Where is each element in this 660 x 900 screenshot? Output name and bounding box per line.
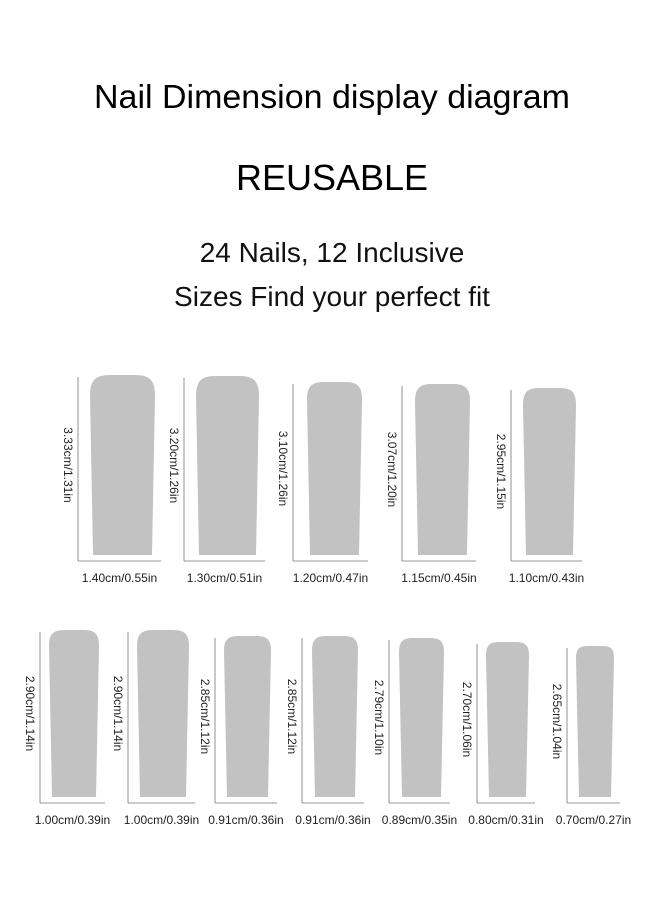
nail-shape — [137, 630, 189, 797]
length-label: 3.07cm/1.20in — [385, 432, 399, 507]
nail-shape — [90, 375, 155, 555]
description-line: 24 Nails, 12 Inclusive — [200, 237, 465, 268]
nail-shape — [399, 638, 444, 797]
width-label: 0.80cm/0.31in — [468, 813, 543, 827]
nail-shape — [196, 376, 259, 555]
width-label: 0.89cm/0.35in — [382, 813, 457, 827]
width-label: 1.00cm/0.39in — [124, 813, 199, 827]
nail-shape — [312, 636, 358, 797]
length-label: 2.90cm/1.14in — [23, 676, 37, 751]
length-label: 2.65cm/1.04in — [550, 684, 564, 759]
nail-shape — [486, 642, 529, 797]
nail-shape — [576, 646, 614, 797]
width-label: 1.00cm/0.39in — [35, 813, 110, 827]
title: Nail Dimension display diagram — [94, 78, 570, 115]
width-label: 0.91cm/0.36in — [208, 813, 283, 827]
nail-shape — [523, 388, 576, 555]
width-label: 1.30cm/0.51in — [187, 571, 262, 585]
length-label: 3.20cm/1.26in — [167, 428, 181, 503]
subtitle: REUSABLE — [236, 157, 428, 198]
length-label: 2.85cm/1.12in — [198, 679, 212, 754]
length-label: 2.85cm/1.12in — [285, 679, 299, 754]
length-label: 3.33cm/1.31in — [61, 427, 75, 502]
nail-shape — [49, 630, 99, 797]
length-label: 2.95cm/1.15in — [494, 434, 508, 509]
length-label: 2.90cm/1.14in — [111, 676, 125, 751]
width-label: 1.40cm/0.55in — [82, 571, 157, 585]
length-label: 2.70cm/1.06in — [460, 682, 474, 757]
width-label: 0.91cm/0.36in — [295, 813, 370, 827]
length-label: 2.79cm/1.10in — [372, 680, 386, 755]
nail-shape — [224, 636, 271, 797]
length-label: 3.10cm/1.26in — [276, 431, 290, 506]
width-label: 1.20cm/0.47in — [293, 571, 368, 585]
nail-shape — [415, 384, 470, 555]
width-label: 1.10cm/0.43in — [509, 571, 584, 585]
width-label: 1.15cm/0.45in — [401, 571, 476, 585]
nail-shape — [307, 382, 362, 555]
description-line: Sizes Find your perfect fit — [174, 281, 490, 312]
width-label: 0.70cm/0.27in — [556, 813, 631, 827]
